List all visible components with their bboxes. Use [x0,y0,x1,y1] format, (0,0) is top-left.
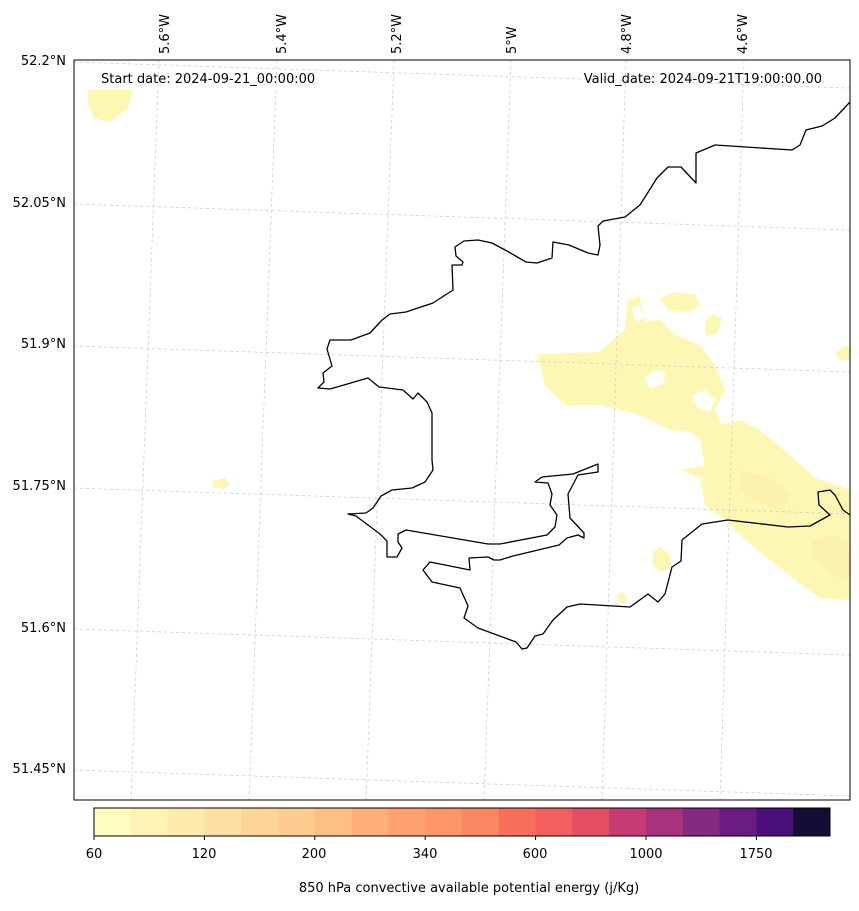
colorbar-tick-labels: 60 120 200 340 600 1000 1750 [86,847,773,862]
colorbar: 60 120 200 340 600 1000 1750 850 hPa con… [86,807,831,896]
colorbar-segment [204,808,242,836]
colorbar-segment [167,808,205,836]
cape-patch-small-3 [212,478,230,489]
colorbar-segment [719,808,757,836]
colorbar-segment [498,808,537,836]
cape-patch-small-1 [660,292,700,312]
lat-label: 52.2°N [21,54,66,69]
map-border [73,59,851,801]
cape-patch-small-5 [617,592,627,604]
cape-patch-main [537,296,850,600]
colorbar-segment [756,808,794,836]
colorbar-ticks [93,836,757,840]
lon-label: 5.2°W [390,14,405,54]
colorbar-tick-label: 1750 [739,847,772,862]
colorbar-segment [572,808,610,836]
colorbar-segment [425,808,463,836]
colorbar-segment [682,808,721,836]
colorbar-tick-label: 1000 [629,847,662,862]
cape-hole-3 [632,305,644,322]
colorbar-label: 850 hPa convective available potential e… [299,881,639,896]
cape-patch-east [835,346,850,360]
colorbar-segment [609,808,647,836]
coastline [317,101,850,650]
colorbar-tick-label: 340 [413,847,438,862]
lat-label: 51.75°N [13,479,66,494]
valid-date-label: Valid_date: 2024-09-21T19:00:00.00 [584,72,822,87]
colorbar-segment [535,808,573,836]
coastline-north [317,101,850,650]
cape-patch-nw [88,90,133,122]
colorbar-segment [462,808,500,836]
cape-hole-1 [645,370,665,388]
colorbar-segment [94,808,132,836]
colorbar-tick-label: 60 [86,847,103,862]
lat-label: 51.9°N [21,337,66,352]
colorbar-segment [278,808,316,836]
cape-contours [88,90,850,604]
lon-label: 4.6°W [736,14,751,54]
cape-core-2 [812,535,850,580]
lat-label: 51.45°N [13,762,66,777]
lon-label: 4.8°W [620,14,635,54]
cape-patch-small-4 [653,547,670,572]
lon-label: 5.6°W [158,14,173,54]
cape-core [740,470,790,510]
colorbar-tick-label: 600 [523,847,548,862]
cape-hole-2 [692,390,715,412]
colorbar-segment [793,808,831,836]
map-panel[interactable] [74,60,850,800]
colorbar-border [93,807,831,837]
colorbar-segment [388,808,426,836]
colorbar-segments [94,808,831,836]
longitude-labels: 5.6°W 5.4°W 5.2°W 5°W 4.8°W 4.6°W [158,14,751,54]
colorbar-tick-label: 200 [302,847,327,862]
colorbar-segment [351,808,389,836]
colorbar-segment [130,808,169,836]
colorbar-segment [314,808,353,836]
start-date-label: Start date: 2024-09-21_00:00:00 [101,72,315,87]
colorbar-segment [241,808,279,836]
latitude-labels: 52.2°N 52.05°N 51.9°N 51.75°N 51.6°N 51.… [13,54,66,777]
lon-label: 5°W [505,26,520,54]
colorbar-segment [646,808,684,836]
cape-patch-small-2 [705,314,722,337]
colorbar-tick-label: 120 [192,847,217,862]
lon-label: 5.4°W [275,14,290,54]
lat-label: 52.05°N [13,196,66,211]
lat-label: 51.6°N [21,621,66,636]
